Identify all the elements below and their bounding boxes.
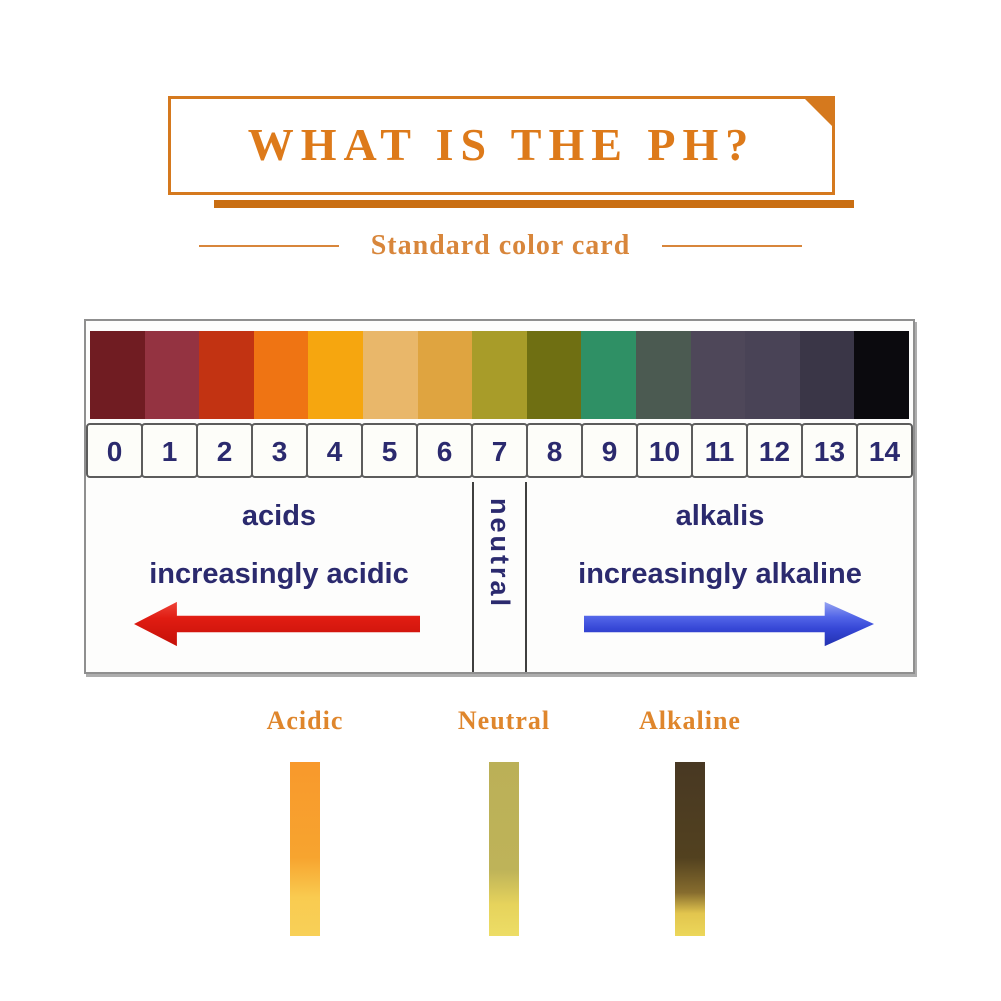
left-arrow-icon <box>134 601 420 647</box>
card-zones: acids increasingly acidic neutral alkali… <box>86 482 913 672</box>
ph-number-8: 8 <box>526 423 583 478</box>
strip-neutral-label: Neutral <box>457 706 551 735</box>
ph-swatch-8 <box>526 331 582 419</box>
ph-color-card: 0 1 2 3 4 5 6 7 8 9 10 11 12 13 14 acids increasingly … <box>84 319 915 674</box>
increasingly-acidic-label: increasingly acidic <box>149 558 409 590</box>
strip-acidic-bar <box>290 762 320 936</box>
right-arrow-icon <box>584 601 874 647</box>
ph-number-1: 1 <box>141 423 198 478</box>
ph-swatch-3 <box>253 331 309 419</box>
ph-number-12: 12 <box>746 423 803 478</box>
strip-acidic-label: Acidic <box>266 706 344 735</box>
ph-swatch-14 <box>854 331 909 419</box>
acids-label: acids <box>241 500 317 532</box>
acids-zone: acids increasingly acidic <box>86 482 472 672</box>
ph-swatch-9 <box>581 331 636 419</box>
strip-neutral-bar <box>489 762 519 936</box>
strip-alkaline-label: Alkaline <box>639 706 741 735</box>
ph-number-5: 5 <box>361 423 418 478</box>
subtitle-left-dash <box>198 245 339 247</box>
ph-number-2: 2 <box>196 423 253 478</box>
alkalis-zone: alkalis increasingly alkaline <box>527 482 913 672</box>
ph-number-11: 11 <box>691 423 748 478</box>
strip-alkaline: Alkaline <box>625 706 755 936</box>
subtitle-row: Standard color card <box>0 228 1001 264</box>
ph-number-14: 14 <box>856 423 913 478</box>
ph-swatch-10 <box>635 331 691 419</box>
ph-number-7: 7 <box>471 423 528 478</box>
alkalis-label: alkalis <box>675 500 765 532</box>
ph-swatch-11 <box>690 331 746 419</box>
neutral-label: neutral <box>485 498 515 610</box>
ph-swatch-0 <box>90 331 145 419</box>
ph-number-13: 13 <box>801 423 858 478</box>
ph-number-6: 6 <box>416 423 473 478</box>
ph-number-4: 4 <box>306 423 363 478</box>
ph-number-0: 0 <box>86 423 143 478</box>
ph-swatch-12 <box>745 331 800 419</box>
ph-swatch-6 <box>417 331 473 419</box>
ph-swatch-4 <box>308 331 363 419</box>
subtitle-right-dash <box>662 245 803 247</box>
swatch-row <box>90 331 909 419</box>
number-row: 0 1 2 3 4 5 6 7 8 9 10 11 12 13 14 <box>86 423 913 478</box>
ph-swatch-5 <box>362 331 418 419</box>
ph-swatch-7 <box>472 331 527 419</box>
strip-neutral: Neutral <box>439 706 569 936</box>
title-shadow-bar <box>214 200 854 208</box>
subtitle: Standard color card <box>370 230 631 261</box>
increasingly-alkaline-label: increasingly alkaline <box>578 558 862 590</box>
strip-alkaline-bar <box>675 762 705 936</box>
ph-swatch-2 <box>199 331 254 419</box>
ph-number-9: 9 <box>581 423 638 478</box>
neutral-column: neutral <box>472 482 527 672</box>
page-title: WHAT IS THE PH? <box>247 119 756 170</box>
title-box: WHAT IS THE PH? <box>168 96 835 195</box>
ph-swatch-13 <box>799 331 855 419</box>
strip-acidic: Acidic <box>240 706 370 936</box>
ph-number-10: 10 <box>636 423 693 478</box>
ph-swatch-1 <box>144 331 200 419</box>
ph-number-3: 3 <box>251 423 308 478</box>
